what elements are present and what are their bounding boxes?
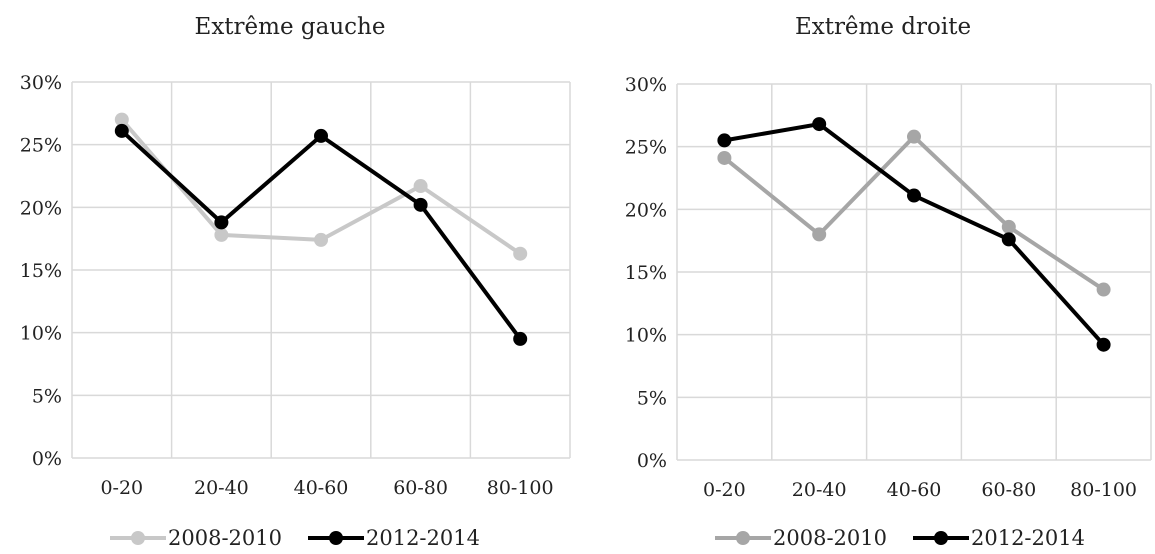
y-tick-label: 5%	[637, 387, 667, 409]
x-tick-label: 20-40	[194, 477, 249, 499]
x-tick-label: 20-40	[792, 479, 847, 501]
chart-title: Extrême droite	[794, 14, 972, 40]
x-tick-label: 0-20	[703, 479, 746, 501]
data-point-series-1	[114, 112, 129, 127]
data-point-series-1	[1001, 219, 1016, 234]
x-tick-label: 60-80	[393, 477, 448, 499]
y-tick-label: 5%	[32, 385, 62, 407]
data-point-series-1	[717, 150, 732, 165]
chart-extreme-gauche: Extrême gauche 0% 5% 10% 15% 20% 25% 30% 0-20 20…	[0, 0, 577, 554]
data-point-series-1	[214, 227, 229, 242]
data-point-series-2	[812, 117, 827, 132]
y-tick-label: 15%	[625, 262, 667, 284]
y-tick-label: 0%	[32, 448, 62, 470]
legend-swatch-series-2	[912, 531, 969, 545]
data-point-series-2	[214, 215, 229, 230]
chart-title: Extrême gauche	[194, 14, 386, 40]
data-point-series-2	[717, 133, 732, 148]
legend-item-series-2: 2012-2014	[307, 526, 480, 550]
legend: 2008-2010 2012-2014	[110, 522, 480, 554]
legend-swatch-series-1	[715, 531, 771, 545]
y-tick-label: 25%	[20, 135, 62, 157]
y-tick-label: 25%	[625, 137, 667, 159]
data-point-series-2	[1096, 337, 1111, 352]
data-point-series-1	[1096, 282, 1111, 297]
data-point-series-1	[413, 179, 428, 194]
series-line-1	[722, 134, 1106, 292]
y-tick-label: 20%	[625, 199, 667, 221]
data-point-series-2	[314, 128, 328, 143]
y-tick-label: 0%	[637, 450, 667, 472]
legend-item-series-2: 2012-2014	[912, 526, 1085, 550]
legend-item-series-1: 2008-2010	[715, 526, 887, 550]
data-point-series-2	[513, 331, 528, 346]
plot-area: 0% 5% 10% 15% 20% 25% 30% 0-20 20-40 40-60 60-80 80…	[20, 72, 571, 499]
x-tick-label: 40-60	[887, 479, 942, 501]
legend-label-series-1: 2008-2010	[168, 526, 282, 550]
x-tick-label: 60-80	[981, 479, 1036, 501]
data-point-series-2	[907, 188, 921, 203]
x-tick-label: 40-60	[294, 477, 349, 499]
data-point-series-1	[314, 232, 328, 247]
series-line-2	[722, 122, 1106, 347]
y-tick-label: 30%	[625, 74, 667, 96]
data-point-series-1	[907, 129, 921, 144]
data-point-series-2	[413, 197, 428, 212]
plot-area: 0% 5% 10% 15% 20% 25% 30% 0-20 20-40 40-60 60-80 80…	[625, 74, 1152, 501]
data-point-series-2	[1001, 232, 1016, 247]
y-tick-label: 20%	[20, 197, 62, 219]
legend-label-series-2: 2012-2014	[365, 526, 480, 550]
data-point-series-1	[513, 246, 528, 261]
legend: 2008-2010 2012-2014	[715, 522, 1085, 554]
legend-item-series-1: 2008-2010	[110, 526, 282, 550]
chart-extreme-droite: Extrême droite 0% 5% 10% 15% 20% 25% 30% 0-20 20…	[577, 0, 1154, 554]
y-tick-label: 10%	[20, 323, 62, 345]
y-tick-label: 30%	[20, 72, 62, 94]
legend-label-series-1: 2008-2010	[773, 526, 887, 550]
x-tick-label: 80-100	[1070, 479, 1137, 501]
y-tick-label: 10%	[625, 325, 667, 347]
y-tick-label: 15%	[20, 260, 62, 282]
data-point-series-1	[812, 227, 827, 242]
legend-swatch-series-2	[307, 531, 364, 545]
x-tick-label: 80-100	[487, 477, 554, 499]
x-tick-label: 0-20	[100, 477, 143, 499]
data-point-series-2	[114, 123, 129, 138]
legend-label-series-2: 2012-2014	[970, 526, 1085, 550]
legend-swatch-series-1	[110, 531, 166, 545]
